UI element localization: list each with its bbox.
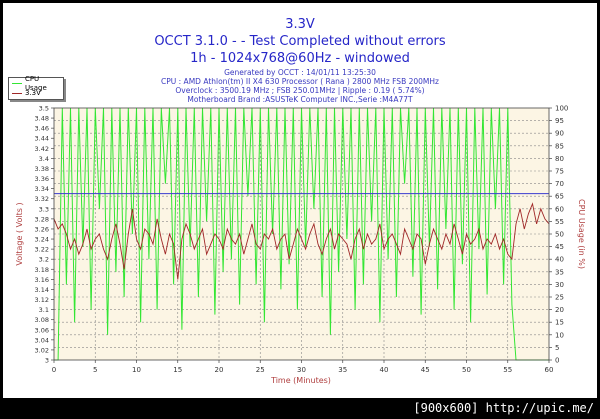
- legend-label: 3.3V: [25, 89, 41, 97]
- plot-border: [53, 107, 550, 361]
- y-tick-label: 3.22: [35, 246, 49, 254]
- info-cpu: CPU : AMD Athlon(tm) II X4 630 Processor…: [161, 77, 439, 86]
- y-tick-label: 3.12: [35, 296, 49, 304]
- y2-tick-label: 100: [555, 105, 568, 113]
- x-tick-label: 55: [503, 366, 512, 374]
- legend-item-cpu: CPU Usage: [12, 75, 63, 92]
- y2-tick-label: 65: [555, 193, 564, 201]
- y-tick-label: 3.18: [35, 266, 49, 274]
- info-overclock: Overclock : 3500.19 MHz ; FSB 250.01MHz …: [175, 86, 425, 95]
- x-tick-label: 20: [215, 366, 224, 374]
- y2-tick-label: 35: [555, 268, 564, 276]
- y-tick-label: 3.2: [39, 256, 49, 264]
- x-tick-label: 40: [380, 366, 389, 374]
- chart-title: 3.3V: [285, 17, 315, 32]
- x-tick-label: 50: [462, 366, 471, 374]
- y-tick-label: 3.1: [39, 306, 49, 314]
- y-tick-label: 3.24: [35, 236, 49, 244]
- y-tick-label: 3.5: [39, 105, 49, 113]
- y-tick-label: 3.4: [39, 155, 49, 163]
- y-tick-label: 3.3: [39, 205, 49, 213]
- y-tick-label: 3.14: [35, 286, 49, 294]
- chart-subtitle: OCCT 3.1.0 - - Test Completed without er…: [154, 34, 446, 49]
- y-tick-label: 3.06: [35, 326, 49, 334]
- y2-tick-label: 40: [555, 256, 564, 264]
- legend-swatch-volt: [12, 92, 22, 95]
- legend-label: CPU Usage: [24, 74, 47, 92]
- x-tick-label: 25: [256, 366, 265, 374]
- info-motherboard: Motherboard Brand :ASUSTeK Computer INC.…: [187, 95, 413, 104]
- y2-tick-label: 15: [555, 319, 564, 327]
- series-line-3v3: [53, 202, 550, 280]
- y2-tick-label: 70: [555, 180, 564, 188]
- y2-tick-label: 75: [555, 168, 564, 176]
- y2-tick-label: 55: [555, 218, 564, 226]
- y2-axis-title: CPU Usage (in %): [577, 199, 586, 269]
- info-generated: Generated by OCCT : 14/01/11 13:25:30: [224, 68, 376, 77]
- y-tick-label: 3.46: [35, 125, 49, 133]
- y2-tick-label: 60: [555, 205, 564, 213]
- y-tick-label: 3.36: [35, 175, 49, 183]
- x-axis-title: Time (Minutes): [270, 376, 331, 385]
- y2-tick-label: 90: [555, 130, 564, 138]
- y-tick-label: 3.04: [35, 336, 49, 344]
- footer-watermark: [900x600] http://upic.me/: [413, 401, 594, 415]
- axes: 0 5 10 15 20 25 30 35 40 45 50 55 600510152025303540…: [35, 105, 569, 375]
- y-tick-label: 3.28: [35, 215, 49, 223]
- y-tick-label: 3.32: [35, 195, 49, 203]
- y2-tick-label: 25: [555, 294, 564, 302]
- y2-tick-label: 50: [555, 231, 564, 239]
- x-tick-label: 15: [173, 366, 182, 374]
- x-tick-label: 0: [52, 366, 56, 374]
- y2-tick-label: 45: [555, 243, 564, 251]
- y-tick-label: 3.08: [35, 316, 49, 324]
- y2-tick-label: 5: [555, 344, 559, 352]
- x-tick-label: 10: [132, 366, 141, 374]
- y-tick-label: 3.02: [35, 346, 49, 354]
- y-axis-title: Voltage ( Volts ): [15, 202, 24, 265]
- y2-tick-label: 10: [555, 331, 564, 339]
- y-tick-label: 3.16: [35, 276, 49, 284]
- y-tick-label: 3.34: [35, 185, 49, 193]
- y2-tick-label: 30: [555, 281, 564, 289]
- y-tick-label: 3.48: [35, 115, 49, 123]
- y2-tick-label: 20: [555, 306, 564, 314]
- x-tick-label: 60: [545, 366, 554, 374]
- y2-tick-label: 80: [555, 155, 564, 163]
- legend-swatch-cpu: [12, 82, 22, 85]
- y-tick-label: 3.26: [35, 225, 49, 233]
- x-tick-label: 35: [338, 366, 347, 374]
- legend-item-volt: 3.3V: [12, 89, 41, 98]
- y2-tick-label: 85: [555, 142, 564, 150]
- y-tick-label: 3: [45, 357, 49, 365]
- y2-tick-label: 0: [555, 357, 559, 365]
- chart-subtitle-2: 1h - 1024x768@60Hz - windowed: [190, 51, 410, 66]
- y-tick-label: 3.38: [35, 165, 49, 173]
- grid: [54, 108, 549, 360]
- y-tick-label: 3.42: [35, 145, 49, 153]
- x-tick-label: 30: [297, 366, 306, 374]
- x-tick-label: 45: [421, 366, 430, 374]
- y2-tick-label: 95: [555, 117, 564, 125]
- x-tick-label: 5: [93, 366, 97, 374]
- legend: CPU Usage 3.3V: [8, 75, 64, 100]
- y-tick-label: 3.44: [35, 135, 49, 143]
